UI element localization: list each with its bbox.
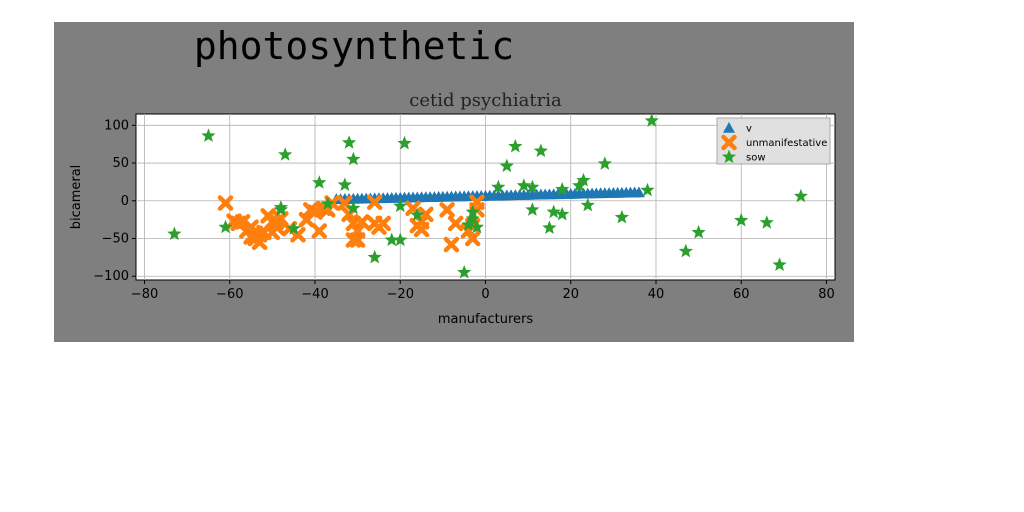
series-3-point [572, 178, 587, 192]
x-tick-label: 20 [562, 287, 579, 302]
series-3-point [491, 179, 506, 194]
x-axis-label: manufacturers [438, 312, 534, 327]
series-2-point [447, 215, 464, 232]
series-3-point [759, 215, 774, 229]
data-points [167, 113, 808, 279]
series-2-point [443, 236, 460, 253]
series-3-point [273, 200, 288, 214]
legend: v unmanifestative sow [716, 117, 831, 165]
series-3-point [640, 182, 655, 197]
series-3-point [278, 147, 293, 161]
series-3-point [367, 249, 382, 264]
series-2-point [311, 223, 328, 239]
y-tick-label: 100 [104, 118, 129, 133]
series-3-point [772, 257, 787, 271]
legend-marker-3 [721, 149, 737, 164]
series-3-point [346, 151, 361, 166]
series-3-point [555, 182, 570, 196]
series-2-point [366, 194, 383, 211]
series-2-point [439, 202, 455, 218]
figure-suptitle: photosynthetic [193, 24, 515, 68]
x-tick-label: −80 [131, 287, 158, 302]
x-tick-label: 40 [648, 287, 665, 302]
series-3-point [597, 156, 612, 170]
series-1-point [632, 186, 645, 198]
series-3-point [542, 220, 557, 234]
series-3-point [508, 138, 523, 153]
axis-ticks: −80 −60 −40 −20 0 20 40 60 80 −100 −50 0 50 100 [93, 118, 834, 302]
series-3 [167, 113, 808, 279]
x-tick-label: −60 [216, 287, 243, 302]
series-3-point [734, 212, 749, 227]
series-2-point [251, 234, 268, 251]
series-3-point [410, 207, 425, 222]
legend-marker-2 [721, 134, 737, 151]
series-2-point [418, 206, 434, 223]
series-3-point [393, 198, 408, 213]
series-3-point [337, 177, 352, 191]
series-2-point [464, 230, 481, 247]
series-2-point [349, 232, 366, 248]
series-3-point [393, 232, 408, 247]
legend-label-2: unmanifestative [746, 138, 827, 149]
series-3-point [644, 113, 659, 127]
series-1 [330, 186, 645, 205]
series-3-point [678, 243, 693, 258]
series-2-point [354, 214, 370, 230]
series-3-point [516, 178, 531, 192]
series-3-point [546, 204, 561, 219]
x-tick-label: −20 [387, 287, 414, 302]
series-3-point [614, 209, 629, 224]
series-3-point [793, 188, 808, 203]
series-2-point [375, 215, 391, 232]
series-3-point [384, 232, 399, 247]
x-tick-label: −40 [301, 287, 328, 302]
series-3-point [691, 225, 706, 239]
series-3-point [461, 217, 476, 231]
series-2-point [469, 194, 485, 211]
series-3-point [312, 175, 327, 189]
series-3-point [533, 143, 548, 157]
series-2-point [234, 214, 251, 230]
legend-label-3: sow [746, 153, 766, 164]
series-3-point [320, 196, 335, 210]
series-3-point [576, 172, 591, 187]
series-3-point [555, 206, 570, 221]
series-3-point [342, 135, 357, 149]
series-3-point [397, 135, 412, 150]
series-2-point [217, 195, 234, 211]
legend-label-1: v [746, 124, 752, 135]
legend-marker-1 [723, 122, 735, 133]
y-axis-label: bicameral [69, 165, 84, 230]
x-tick-label: 60 [733, 287, 750, 302]
series-3-point [286, 221, 301, 235]
y-tick-label: 50 [112, 156, 129, 171]
legend-box [716, 117, 831, 165]
figure-panel: photosynthetic cetid psychiatria −80 −60−… [54, 22, 854, 342]
series-3-point [465, 211, 480, 225]
chart: cetid psychiatria −80 −60 −40 −20 0 20 40 60 80−… [69, 90, 836, 327]
series-3-point [346, 200, 361, 215]
series-3-point [525, 202, 540, 216]
plot-title: cetid psychiatria [409, 90, 562, 111]
series-3-point [469, 219, 485, 234]
y-tick-label: −100 [93, 269, 129, 284]
series-3-point [499, 158, 514, 173]
x-tick-label: 80 [818, 287, 835, 302]
series-3-point [525, 179, 540, 194]
series-3-point [167, 226, 182, 240]
x-tick-label: 0 [481, 287, 489, 302]
series-3-point [218, 219, 233, 234]
series-3-point [201, 128, 216, 142]
series-3-point [457, 265, 472, 279]
y-tick-label: 0 [121, 194, 129, 209]
y-tick-label: −50 [102, 232, 129, 247]
series-3-point [580, 197, 595, 212]
